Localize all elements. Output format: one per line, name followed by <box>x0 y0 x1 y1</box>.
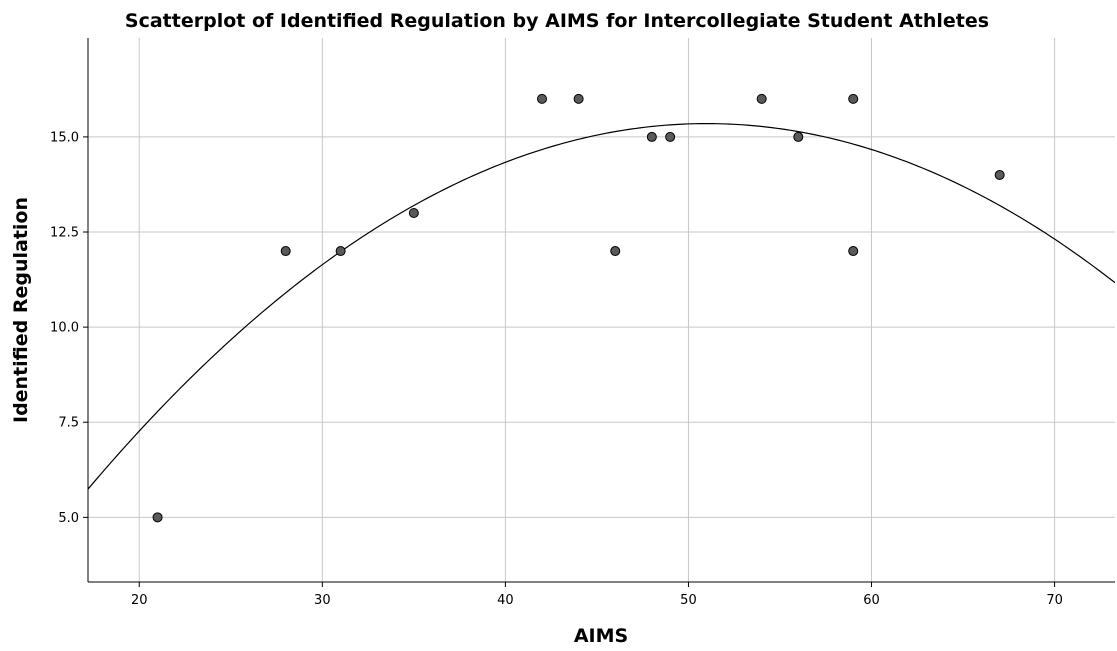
quadratic-fit-line <box>88 123 1115 490</box>
x-tick-label: 70 <box>1046 593 1063 608</box>
data-point <box>793 131 804 142</box>
data-point <box>848 246 859 257</box>
data-point <box>665 131 676 142</box>
y-tick-label: 7.5 <box>58 416 79 431</box>
x-tick-label: 50 <box>680 593 697 608</box>
data-point <box>756 93 767 104</box>
axes <box>87 38 1115 583</box>
fit-curve-group <box>88 123 1115 490</box>
x-tick-labels: 20 30 40 50 60 70 <box>131 582 1063 608</box>
data-point <box>573 93 584 104</box>
y-tick-labels: 5.0 7.5 10.0 12.5 15.0 <box>50 130 88 526</box>
data-point <box>848 93 859 104</box>
data-point <box>537 93 548 104</box>
gridlines <box>88 38 1115 582</box>
chart-title: Scatterplot of Identified Regulation by … <box>125 10 989 32</box>
x-tick-label: 60 <box>863 593 880 608</box>
y-axis-title: Identified Regulation <box>10 197 32 423</box>
x-tick-label: 30 <box>314 593 331 608</box>
y-tick-label: 12.5 <box>50 226 79 241</box>
data-point <box>646 131 657 142</box>
x-axis-title: AIMS <box>574 625 628 647</box>
data-point <box>335 246 346 257</box>
data-point <box>152 512 163 523</box>
data-point <box>280 246 291 257</box>
data-point <box>408 207 419 218</box>
y-tick-label: 5.0 <box>58 511 79 526</box>
data-points <box>152 93 1005 523</box>
x-tick-label: 20 <box>131 593 148 608</box>
y-tick-label: 15.0 <box>50 130 79 145</box>
data-point <box>610 246 621 257</box>
x-tick-label: 40 <box>497 593 514 608</box>
data-point <box>994 169 1005 180</box>
y-tick-label: 10.0 <box>50 321 79 336</box>
